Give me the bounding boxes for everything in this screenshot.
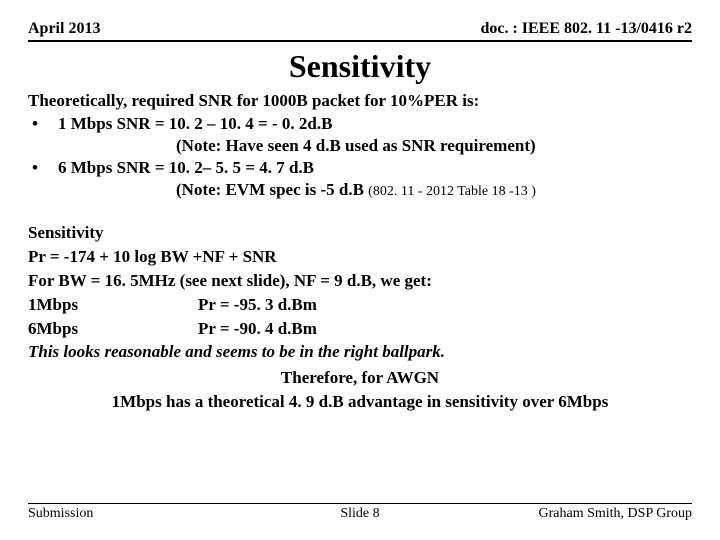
bullet-marker: • <box>28 157 58 179</box>
conclusion-line-1: Therefore, for AWGN <box>28 366 692 390</box>
bullet-1: • 1 Mbps SNR = 10. 2 – 10. 4 = - 0. 2d.B <box>28 113 692 135</box>
bullet-2-note-small: (802. 11 - 2012 Table 18 -13 ) <box>368 184 536 199</box>
body-l3: For BW = 16. 5MHz (see next slide), NF =… <box>28 269 692 293</box>
body-l1: Sensitivity <box>28 221 692 245</box>
bullet-marker: • <box>28 113 58 135</box>
pr-row-2-rate: 6Mbps <box>28 317 198 341</box>
conclusion-line-2: 1Mbps has a theoretical 4. 9 d.B advanta… <box>28 390 692 414</box>
intro-line: Theoretically, required SNR for 1000B pa… <box>28 91 692 111</box>
body-section: Sensitivity Pr = -174 + 10 log BW +NF + … <box>28 221 692 413</box>
body-italic: This looks reasonable and seems to be in… <box>28 340 692 364</box>
bullet-2-text: 6 Mbps SNR = 10. 2– 5. 5 = 4. 7 d.B <box>58 157 692 179</box>
body-l2: Pr = -174 + 10 log BW +NF + SNR <box>28 245 692 269</box>
slide-header: April 2013 doc. : IEEE 802. 11 -13/0416 … <box>28 20 692 42</box>
bullet-1-note: (Note: Have seen 4 d.B used as SNR requi… <box>28 135 692 157</box>
slide-title: Sensitivity <box>28 48 692 85</box>
bullet-2: • 6 Mbps SNR = 10. 2– 5. 5 = 4. 7 d.B <box>28 157 692 179</box>
footer-left: Submission <box>28 506 93 522</box>
bullet-2-note-prefix: (Note: EVM spec is -5 d.B <box>176 180 368 199</box>
footer-right: Graham Smith, DSP Group <box>539 506 692 522</box>
pr-row-2: 6Mbps Pr = -90. 4 d.Bm <box>28 317 692 341</box>
bullet-2-note: (Note: EVM spec is -5 d.B (802. 11 - 201… <box>28 179 692 201</box>
bullet-1-text: 1 Mbps SNR = 10. 2 – 10. 4 = - 0. 2d.B <box>58 113 692 135</box>
header-date: April 2013 <box>28 20 100 38</box>
pr-row-1: 1Mbps Pr = -95. 3 d.Bm <box>28 293 692 317</box>
header-docref: doc. : IEEE 802. 11 -13/0416 r2 <box>480 20 692 38</box>
pr-row-2-val: Pr = -90. 4 d.Bm <box>198 317 317 341</box>
pr-row-1-rate: 1Mbps <box>28 293 198 317</box>
slide-footer: Submission Slide 8 Graham Smith, DSP Gro… <box>28 503 692 522</box>
pr-row-1-val: Pr = -95. 3 d.Bm <box>198 293 317 317</box>
footer-center: Slide 8 <box>340 506 379 522</box>
